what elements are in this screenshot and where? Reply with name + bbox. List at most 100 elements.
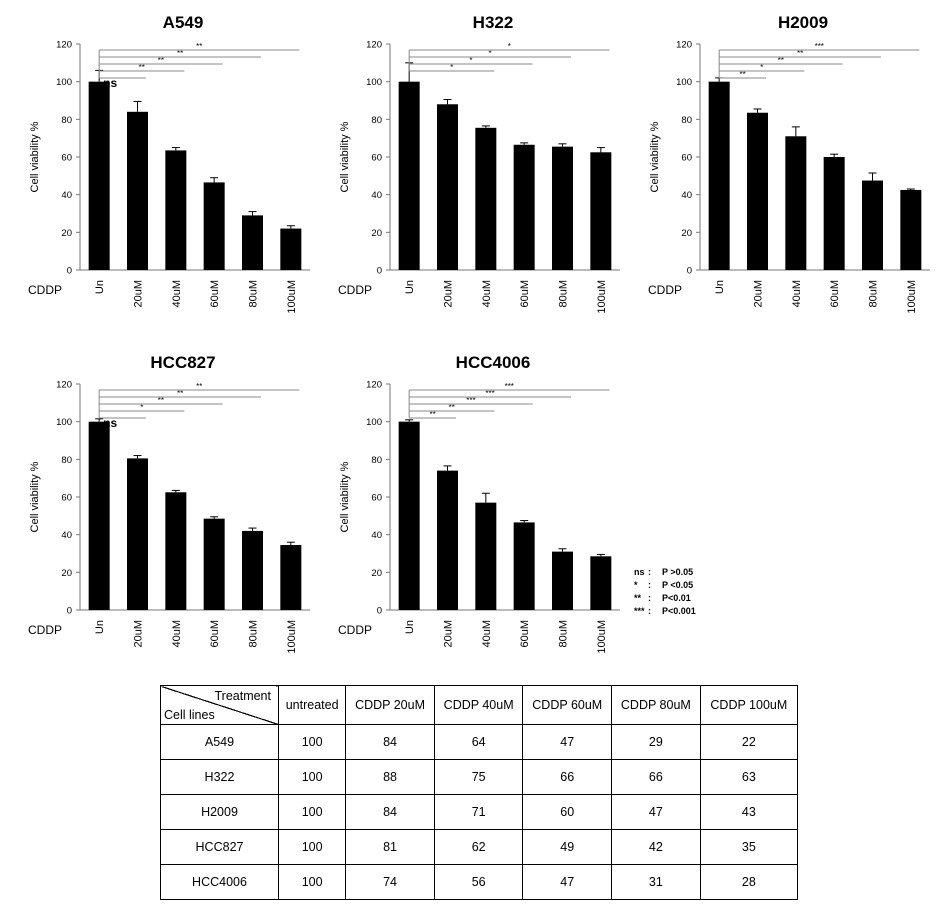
significance-legend: ns: P >0.05 *: P <0.05 **: P<0.01 ***: P<0.0… (634, 566, 696, 618)
x-tick-label: Un (94, 620, 106, 634)
bar (513, 522, 535, 610)
x-tick-label: 100uM (286, 620, 298, 654)
significance-label: * (140, 403, 143, 412)
table-cell: 100 (277, 829, 347, 865)
column-header: CDDP 60uM (522, 685, 613, 725)
x-axis-label: CDDP (28, 283, 62, 297)
y-tick-label: 100 (366, 77, 382, 88)
bar (127, 458, 148, 610)
column-header: CDDP 80uM (611, 685, 701, 725)
x-tick-label: 100uM (596, 620, 608, 654)
table-row: H322 100 88 75 66 66 63 (160, 759, 799, 795)
y-tick-label: 20 (61, 568, 72, 579)
y-axis-label: Cell viability % (649, 121, 661, 192)
table-cell: 56 (433, 864, 524, 900)
significance-label: *** (815, 42, 824, 51)
table-cell: 100 (277, 759, 347, 795)
chart-hcc4006: HCC4006 0 20 40 60 80 100 120 Cell viability % CD… (310, 340, 630, 660)
table-cell: 100 (277, 724, 347, 760)
significance-label: * (469, 56, 472, 65)
x-tick-label: 80uM (558, 620, 570, 648)
y-tick-label: 120 (56, 40, 72, 51)
x-tick-label: 60uM (519, 280, 531, 308)
table-corner-cell: Treatment Cell lines (160, 685, 279, 725)
legend-row: ns: P >0.05 (634, 567, 694, 577)
x-tick-label: 100uM (286, 280, 298, 314)
legend-symbol: *** (634, 606, 645, 616)
table-cell: 42 (611, 829, 701, 865)
x-axis-label: CDDP (338, 283, 372, 297)
y-axis-label: Cell viability % (339, 461, 351, 532)
x-tick-label: 20uM (443, 620, 455, 648)
y-tick-label: 40 (371, 190, 382, 201)
x-axis-label: CDDP (648, 283, 682, 297)
significance-label: ** (158, 56, 164, 65)
chart-h2009: H2009 0 20 40 60 80 100 120 Cell viability % CDDP… (620, 0, 940, 320)
y-tick-label: 60 (371, 493, 382, 504)
y-tick-label: 120 (56, 380, 72, 391)
table-cell: 47 (611, 794, 701, 830)
significance-label: ** (797, 49, 803, 58)
column-header: CDDP 20uM (345, 685, 435, 725)
y-tick-label: 120 (676, 40, 692, 51)
bar (165, 492, 187, 610)
table-cell: 84 (345, 794, 435, 830)
legend-symbol: ** (634, 593, 642, 603)
x-tick-label: Un (404, 280, 416, 294)
significance-label: * (760, 63, 763, 72)
legend-text: P<0.01 (662, 593, 691, 603)
y-tick-label: 100 (676, 77, 692, 88)
column-header: untreated (277, 685, 347, 725)
bar (242, 215, 263, 270)
x-tick-label: 20uM (443, 280, 455, 308)
bar (242, 530, 263, 610)
bar (88, 81, 110, 271)
legend-row: **: P<0.01 (634, 593, 691, 603)
legend-text: P<0.001 (662, 606, 696, 616)
table-header-row: Treatment Cell lines untreated CDDP 20uM… (160, 685, 799, 725)
table-cell: 66 (522, 759, 613, 795)
bar (708, 81, 730, 271)
bar (513, 144, 535, 270)
chart-a549: A549 0 20 40 60 80 100 120 Cell viability % CDDP U… (0, 0, 320, 320)
chart-title: H322 (473, 13, 514, 32)
x-tick-label: 40uM (791, 280, 803, 308)
significance-label: ** (177, 49, 183, 58)
x-tick-label: 40uM (481, 620, 493, 648)
y-tick-label: 40 (371, 530, 382, 541)
bar (552, 146, 573, 270)
significance-label: *** (485, 389, 494, 398)
legend-row: *: P <0.05 (634, 580, 694, 590)
legend-row: ***: P<0.001 (634, 606, 696, 616)
x-tick-label: 20uM (133, 280, 145, 308)
y-tick-label: 20 (371, 568, 382, 579)
y-tick-label: 20 (681, 228, 692, 239)
x-tick-label: Un (404, 620, 416, 634)
x-tick-label: 20uM (133, 620, 145, 648)
x-tick-label: Un (94, 280, 106, 294)
y-tick-label: 80 (61, 455, 72, 466)
corner-cell-lines-label: Cell lines (164, 708, 215, 722)
bar (785, 136, 807, 270)
legend-symbol: * (634, 580, 638, 590)
y-tick-label: 100 (56, 77, 72, 88)
y-tick-label: 0 (67, 266, 72, 277)
table-row: H2009 100 84 71 60 47 43 (160, 794, 799, 830)
chart-title: HCC827 (150, 353, 215, 372)
x-axis-label: CDDP (338, 623, 372, 637)
column-header: CDDP 100uM (699, 685, 799, 725)
x-tick-label: 40uM (171, 620, 183, 648)
y-tick-label: 20 (61, 228, 72, 239)
y-tick-label: 80 (371, 455, 382, 466)
x-tick-label: 80uM (248, 280, 260, 308)
y-tick-label: 80 (681, 115, 692, 126)
significance-label: ** (177, 389, 183, 398)
row-label: HCC827 (160, 829, 279, 865)
x-tick-label: 80uM (558, 280, 570, 308)
significance-label: ns (103, 416, 117, 430)
chart-title: A549 (163, 13, 204, 32)
significance-label: ** (449, 403, 455, 412)
bar (127, 111, 148, 270)
y-tick-label: 120 (366, 380, 382, 391)
significance-label: ** (139, 63, 145, 72)
